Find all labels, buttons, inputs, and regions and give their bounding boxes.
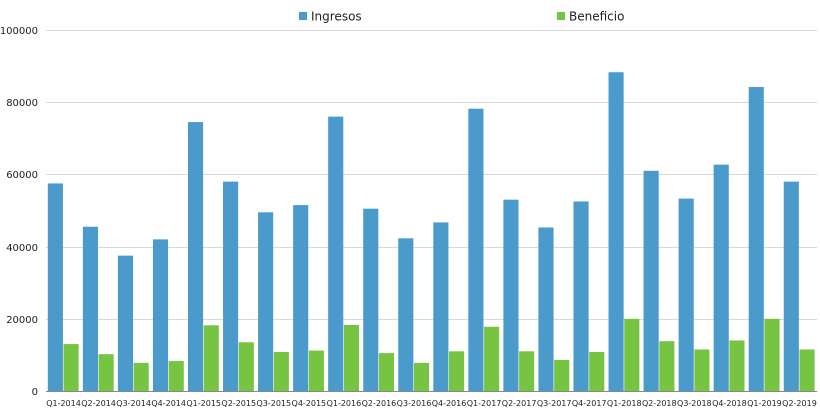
bar-beneficio-q3-2017 xyxy=(554,359,570,391)
bar-ingresos-q2-2015 xyxy=(223,181,239,391)
bar-beneficio-q1-2014 xyxy=(63,344,79,391)
bar-ingresos-q3-2014 xyxy=(117,255,134,392)
bar-ingresos-q4-2018 xyxy=(713,164,729,391)
bar-ingresos-q3-2016 xyxy=(398,238,414,391)
y-tick-label: 80000 xyxy=(6,98,38,109)
bar-beneficio-q4-2016 xyxy=(449,351,465,391)
x-tick-label: Q4-2015 xyxy=(292,399,327,408)
legend-swatch-ingresos xyxy=(299,12,307,20)
y-tick-label: 40000 xyxy=(6,243,38,254)
bar-beneficio-q1-2015 xyxy=(203,325,219,391)
bar-ingresos-q3-2017 xyxy=(538,227,554,391)
y-tick-label: 20000 xyxy=(6,315,38,326)
bar-beneficio-q1-2018 xyxy=(624,318,640,391)
x-tick-label: Q2-2019 xyxy=(782,399,817,408)
bar-beneficio-q4-2017 xyxy=(589,352,605,391)
y-tick-label: 0 xyxy=(32,387,38,398)
x-tick-label: Q3-2015 xyxy=(256,399,291,408)
gridlines xyxy=(46,30,817,392)
bar-beneficio-q2-2017 xyxy=(519,351,535,391)
legend-swatch-beneficio xyxy=(557,12,565,20)
x-tick-label: Q4-2016 xyxy=(432,399,467,408)
bar-beneficio-q4-2015 xyxy=(308,350,324,391)
bar-beneficio-q2-2018 xyxy=(659,341,675,391)
legend-label-ingresos: Ingresos xyxy=(311,10,362,24)
bar-ingresos-q2-2014 xyxy=(82,226,98,391)
x-axis: Q1-2014 Q2-2014 Q3-2014 Q4-2014 Q1-2015 Q2-20… xyxy=(46,399,817,408)
x-tick-label: Q1-2016 xyxy=(327,399,362,408)
bar-beneficio-q1-2019 xyxy=(764,318,780,391)
bar-ingresos-q1-2019 xyxy=(748,87,764,391)
bar-beneficio-q3-2014 xyxy=(133,362,149,391)
bar-ingresos-q1-2018 xyxy=(608,72,624,392)
x-tick-label: Q4-2018 xyxy=(712,399,747,408)
bar-beneficio-q2-2014 xyxy=(98,354,114,391)
bar-ingresos-q2-2016 xyxy=(363,208,379,391)
x-tick-label: Q2-2016 xyxy=(362,399,397,408)
bar-ingresos-q3-2018 xyxy=(678,198,694,391)
bar-ingresos-q4-2017 xyxy=(573,201,589,391)
x-tick-label: Q3-2014 xyxy=(116,399,151,408)
bar-ingresos-q1-2017 xyxy=(468,108,484,391)
x-tick-label: Q2-2015 xyxy=(221,399,256,408)
y-tick-label: 60000 xyxy=(6,170,38,181)
bar-beneficio-q4-2018 xyxy=(729,340,745,391)
bar-beneficio-q1-2016 xyxy=(343,324,360,391)
bar-ingresos-q2-2017 xyxy=(503,199,519,391)
bar-beneficio-q2-2019 xyxy=(799,349,815,391)
bar-ingresos-q1-2015 xyxy=(187,122,204,391)
x-tick-label: Q3-2017 xyxy=(537,399,572,408)
bar-beneficio-q3-2016 xyxy=(413,362,430,391)
bars xyxy=(47,72,815,392)
bar-ingresos-q3-2015 xyxy=(258,212,274,391)
legend: Ingresos Beneficio xyxy=(299,10,624,24)
x-tick-label: Q2-2014 xyxy=(81,399,116,408)
bar-ingresos-q4-2015 xyxy=(293,205,309,391)
bar-ingresos-q4-2016 xyxy=(433,222,449,391)
bar-ingresos-q2-2018 xyxy=(643,170,659,391)
bar-beneficio-q2-2015 xyxy=(238,342,254,391)
bar-beneficio-q2-2016 xyxy=(378,353,395,391)
x-tick-label: Q1-2014 xyxy=(46,399,81,408)
bar-beneficio-q3-2015 xyxy=(273,352,289,391)
bar-ingresos-q4-2014 xyxy=(152,239,169,391)
legend-label-beneficio: Beneficio xyxy=(569,10,624,24)
bar-ingresos-q2-2019 xyxy=(783,181,799,391)
y-axis: 0 20000 40000 60000 80000 100000 xyxy=(0,26,38,398)
x-tick-label: Q3-2018 xyxy=(677,399,712,408)
bar-ingresos-q1-2014 xyxy=(47,183,63,391)
x-tick-label: Q3-2016 xyxy=(397,399,432,408)
x-tick-label: Q2-2017 xyxy=(502,399,537,408)
bar-beneficio-q4-2014 xyxy=(168,361,184,391)
bar-beneficio-q1-2017 xyxy=(484,326,500,391)
y-tick-label: 100000 xyxy=(0,26,38,37)
bar-ingresos-q1-2016 xyxy=(328,116,344,391)
x-tick-label: Q1-2018 xyxy=(607,399,642,408)
bar-beneficio-q3-2018 xyxy=(694,349,710,391)
x-tick-label: Q4-2017 xyxy=(572,399,607,408)
x-tick-label: Q1-2015 xyxy=(186,399,221,408)
x-tick-label: Q1-2019 xyxy=(747,399,782,408)
x-tick-label: Q1-2017 xyxy=(467,399,502,408)
x-tick-label: Q2-2018 xyxy=(642,399,677,408)
x-tick-label: Q4-2014 xyxy=(151,399,186,408)
